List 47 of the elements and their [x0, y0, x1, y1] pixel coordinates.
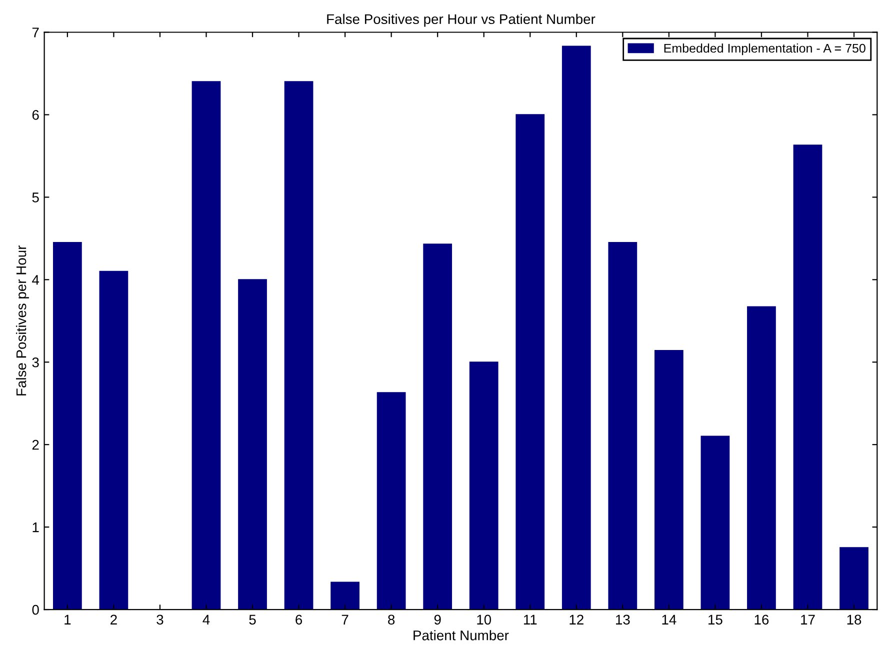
- bar: [469, 362, 498, 610]
- y-tick-label: 2: [32, 440, 39, 450]
- bar: [516, 114, 545, 610]
- bar: [793, 144, 822, 610]
- bar: [330, 582, 360, 610]
- x-tick-label: 2: [110, 614, 117, 624]
- x-axis-title: Patient Number: [414, 630, 509, 640]
- x-tick-label: 10: [477, 614, 492, 625]
- x-tick-label: 14: [662, 614, 676, 624]
- bar: [99, 270, 128, 610]
- x-tick-label: 11: [524, 614, 537, 624]
- x-tick-label: 15: [708, 614, 722, 625]
- x-tick-label: 17: [801, 614, 815, 624]
- bar: [192, 81, 221, 610]
- x-tick-label: 7: [342, 614, 348, 624]
- x-tick-label: 12: [570, 614, 584, 624]
- x-tick-label: 6: [296, 614, 302, 625]
- x-tick-label: 3: [156, 614, 164, 625]
- x-tick-label: 4: [202, 614, 210, 624]
- y-tick-label: 4: [32, 275, 40, 285]
- bar: [376, 392, 406, 610]
- x-tick-label: 5: [249, 614, 256, 625]
- chart-title: False Positives per Hour vs Patient Number: [327, 14, 596, 27]
- x-tick-label: 8: [388, 614, 395, 625]
- y-axis-title: False Positives per Hour: [16, 245, 29, 396]
- bar: [700, 436, 730, 610]
- legend-label: Embedded Implementation - A = 750: [664, 44, 866, 56]
- bar: [238, 279, 267, 610]
- y-tick-label: 7: [32, 28, 39, 38]
- x-tick-label: 13: [616, 614, 630, 625]
- x-tick-label: 16: [754, 614, 769, 625]
- y-tick-label: 1: [32, 522, 39, 532]
- y-tick-label: 3: [32, 357, 39, 368]
- y-tick-label: 6: [32, 110, 39, 120]
- x-tick-label: 18: [847, 614, 862, 625]
- bar: [423, 244, 452, 610]
- bar: [840, 547, 868, 610]
- x-tick-label: 9: [434, 614, 441, 625]
- y-tick-label: 0: [32, 604, 39, 615]
- bar: [284, 81, 314, 610]
- bar: [747, 306, 776, 610]
- bar: [654, 350, 684, 610]
- bar: [562, 46, 591, 610]
- x-tick-label: 1: [64, 614, 71, 624]
- bar: [608, 242, 638, 610]
- bar: [53, 242, 82, 610]
- y-tick-label: 5: [32, 192, 39, 202]
